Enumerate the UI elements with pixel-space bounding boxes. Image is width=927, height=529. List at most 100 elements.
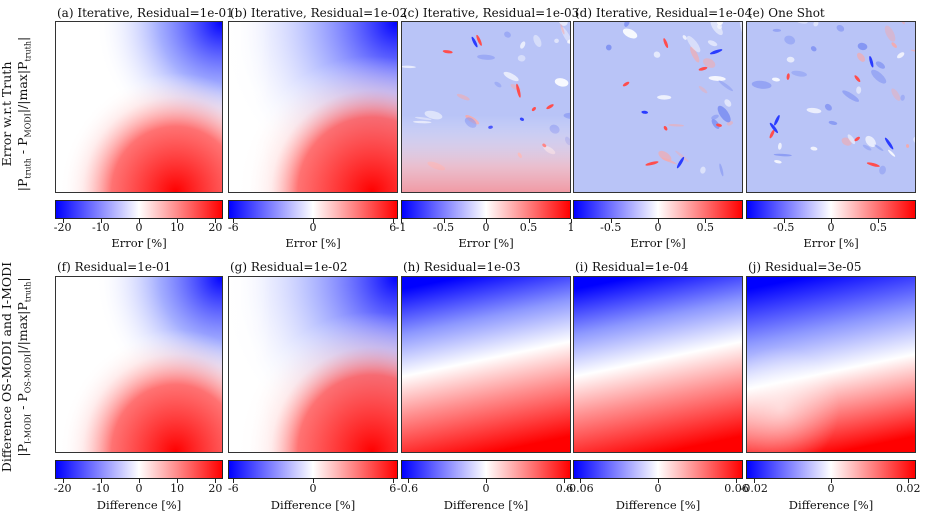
colorbar-tickmark bbox=[486, 479, 487, 483]
formula-part: |P bbox=[15, 178, 30, 192]
colorbar-tickmark bbox=[658, 219, 659, 223]
turbulence-patch bbox=[857, 42, 868, 51]
colorbar-tickmark bbox=[401, 219, 402, 223]
colorbar-tickmark bbox=[63, 479, 64, 483]
turbulence-patch bbox=[624, 22, 630, 27]
turbulence-patch bbox=[774, 160, 782, 164]
heatmap-panel bbox=[401, 276, 571, 453]
row-label-error: Error w.r.t Truth |Ptruth - PMODI|/|max|… bbox=[0, 14, 35, 214]
colorbar-tick-label: 6 bbox=[389, 482, 397, 495]
turbulence-patch bbox=[653, 51, 661, 58]
error-hotspot bbox=[866, 162, 880, 167]
colorbar bbox=[573, 460, 743, 479]
colorbar-tick-label: 0.06 bbox=[724, 482, 749, 495]
heatmap-panel bbox=[228, 276, 398, 453]
turbulence-patch bbox=[777, 142, 782, 150]
colorbar-tickmark bbox=[736, 479, 737, 483]
heatmap-panel bbox=[746, 276, 916, 453]
colorbar-tickmark bbox=[393, 219, 394, 223]
turbulence-patch bbox=[897, 52, 905, 59]
turbulence-patch bbox=[891, 42, 897, 48]
colorbar-tick-label: 0 bbox=[309, 221, 317, 234]
error-hotspot bbox=[854, 136, 860, 142]
colorbar-tick-label: -0.5 bbox=[432, 221, 455, 234]
colorbar-tickmark bbox=[908, 479, 909, 483]
turbulence-patch bbox=[806, 107, 822, 114]
colorbar-tick-label: 0 bbox=[827, 221, 835, 234]
formula-part: - P bbox=[15, 137, 30, 159]
turbulence-patch bbox=[891, 88, 901, 101]
error-hotspot bbox=[869, 56, 874, 68]
heatmap-image bbox=[229, 277, 397, 452]
colorbar-tickmark bbox=[215, 479, 216, 483]
turbulence-patch bbox=[824, 103, 832, 111]
error-hotspot bbox=[854, 75, 861, 83]
formula-part: |/|max|P bbox=[15, 302, 30, 354]
colorbar-tick-label: 10 bbox=[170, 221, 185, 234]
colorbar-tickmark bbox=[784, 219, 785, 223]
turbulence-patch bbox=[708, 76, 726, 81]
turbulence-patch bbox=[711, 114, 719, 120]
colorbar-tickmark bbox=[139, 479, 140, 483]
error-hotspot bbox=[698, 66, 708, 71]
colorbar-tickmark bbox=[215, 219, 216, 223]
colorbar-label: Error [%] bbox=[458, 236, 514, 250]
panel-title: (d) Iterative, Residual=1e-04 bbox=[575, 6, 753, 20]
turbulence-patch bbox=[717, 105, 731, 123]
turbulence-patch bbox=[675, 150, 689, 162]
colorbar-tickmark bbox=[101, 219, 102, 223]
formula-part: | bbox=[15, 36, 30, 41]
turbulence-patch bbox=[875, 61, 885, 69]
panel-title: (b) Iterative, Residual=1e-02 bbox=[230, 6, 408, 20]
turbulence-patch bbox=[842, 90, 860, 102]
turbulence-patch bbox=[771, 77, 780, 82]
colorbar-tick-label: -6 bbox=[227, 482, 239, 495]
turbulence-patch bbox=[661, 157, 677, 165]
turbulence-patch bbox=[847, 134, 856, 145]
colorbar-tickmark bbox=[831, 219, 832, 223]
turbulence-patch bbox=[784, 35, 796, 45]
colorbar-tickmark bbox=[705, 219, 706, 223]
colorbar bbox=[401, 460, 571, 479]
colorbar-tick-label: -10 bbox=[91, 221, 110, 234]
panel-title: (a) Iterative, Residual=1e-01 bbox=[57, 6, 234, 20]
error-hotspot bbox=[774, 115, 780, 126]
colorbar-tick-label: -0.5 bbox=[773, 221, 795, 234]
turbulence-patch bbox=[724, 99, 732, 107]
row-label-error-line2: |Ptruth - PMODI|/|max|Ptruth| bbox=[15, 14, 35, 214]
turbulence-patch bbox=[719, 163, 724, 177]
colorbar-label: Error [%] bbox=[285, 236, 341, 250]
turbulence-patch bbox=[906, 144, 910, 148]
colorbar-tickmark bbox=[233, 219, 234, 223]
error-hotspot bbox=[663, 125, 668, 131]
turbulence-patch bbox=[703, 58, 716, 68]
colorbar-tick-label: 0 bbox=[654, 221, 662, 234]
colorbar-tick-label: 0 bbox=[654, 482, 662, 495]
colorbar-tick-label: -0.5 bbox=[600, 221, 622, 234]
error-hotspot bbox=[622, 81, 630, 87]
turbulence-patch bbox=[786, 56, 795, 63]
colorbar-label: Error [%] bbox=[803, 236, 859, 250]
field-background bbox=[574, 22, 742, 192]
colorbar-tickmark bbox=[393, 479, 394, 483]
colorbar-label: Difference [%] bbox=[788, 498, 874, 512]
error-hotspot bbox=[663, 38, 669, 48]
colorbar-tick-label: 0 bbox=[309, 482, 317, 495]
colorbar-label: Error [%] bbox=[630, 236, 686, 250]
turbulence-patch bbox=[717, 24, 723, 30]
row-label-difference-line2: |PI-MODI - POS-MODI|/|max|Ptruth| bbox=[15, 239, 35, 495]
formula-part: |/|max|P bbox=[15, 61, 30, 114]
panel-title: (g) Residual=1e-02 bbox=[230, 260, 348, 274]
heatmap-image bbox=[56, 277, 222, 452]
colorbar-tick-label: 0 bbox=[482, 221, 490, 234]
turbulence-patch bbox=[711, 118, 720, 129]
heatmap-panel bbox=[55, 276, 223, 453]
turbulence-patch bbox=[813, 22, 819, 27]
turbulence-patch bbox=[874, 144, 884, 152]
turbulence-patch bbox=[900, 94, 905, 101]
colorbar bbox=[746, 200, 916, 219]
turbulence-patch bbox=[710, 22, 723, 36]
turbulence-patch bbox=[751, 80, 772, 89]
turbulence-patch bbox=[865, 135, 876, 148]
colorbar-tick-label: 20 bbox=[208, 221, 223, 234]
